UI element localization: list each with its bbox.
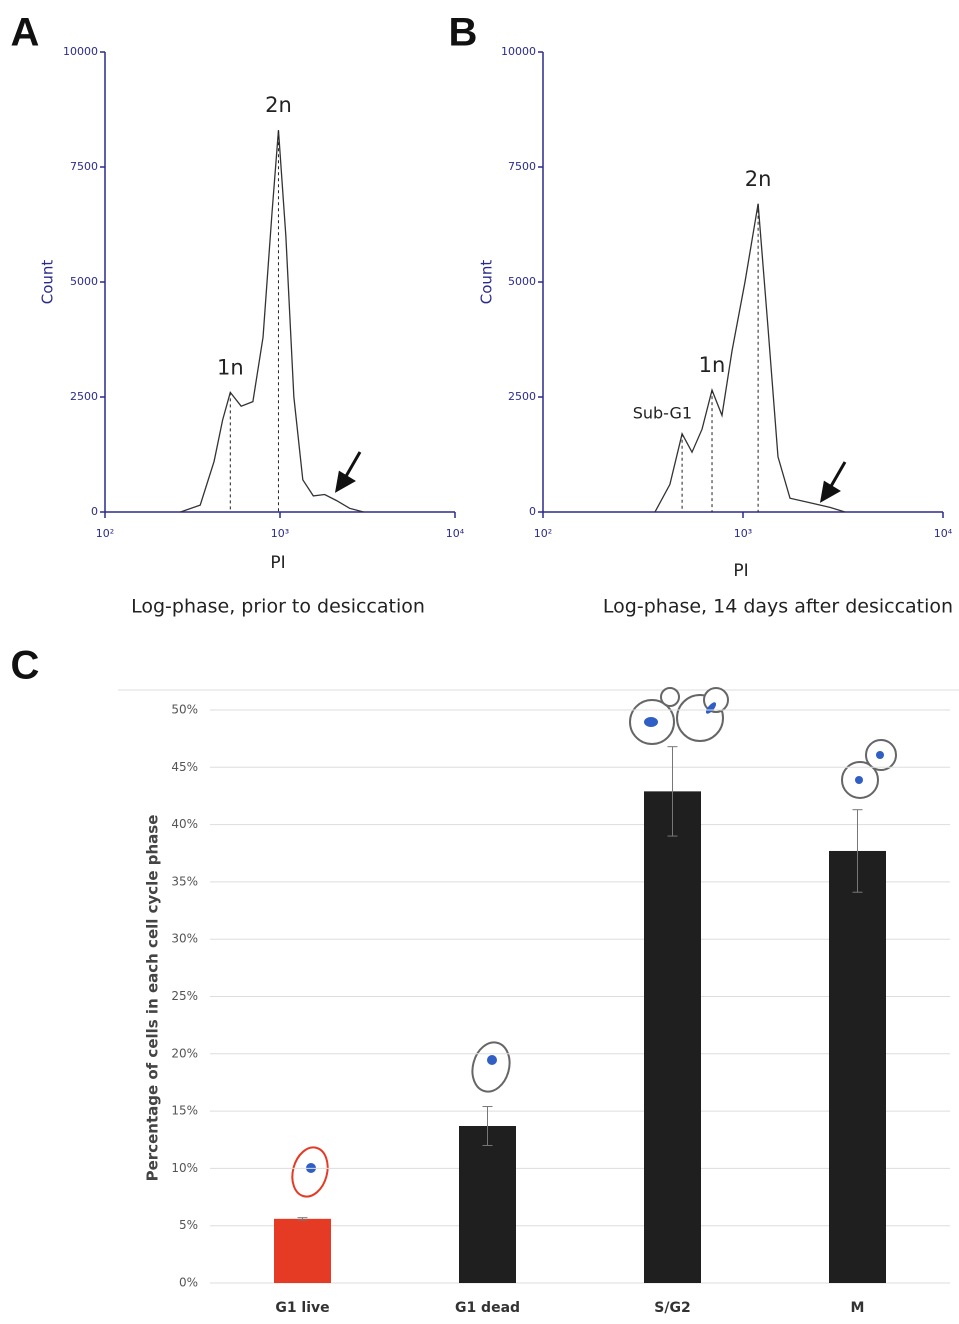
arrow: [343, 451, 362, 479]
nucleus: [855, 776, 863, 784]
arrows: [334, 451, 847, 503]
y-tick-label: 7500: [508, 160, 536, 173]
cell-icon: [676, 694, 724, 742]
cell-icon: [629, 699, 675, 745]
y-axis-label: Count: [39, 260, 57, 305]
y-tick-label: 10%: [171, 1161, 198, 1175]
x-tick-label: M: [851, 1300, 865, 1316]
x-tick-label: 10³: [271, 527, 289, 540]
nucleus: [644, 717, 658, 727]
panel-letter: A: [11, 11, 40, 55]
y-tick-label: 5%: [179, 1218, 198, 1232]
x-tick-label: G1 live: [275, 1300, 329, 1316]
histogram-line: [654, 203, 846, 513]
bar: [829, 850, 886, 1283]
bar: [644, 791, 701, 1283]
y-tick-label: 5000: [508, 275, 536, 288]
x-axis-label: PI: [733, 561, 748, 581]
histogram-line: [180, 130, 364, 513]
y-tick-label: 0: [91, 505, 98, 518]
y-tick-label: 0: [529, 505, 536, 518]
y-tick-label: 5000: [70, 275, 98, 288]
y-tick-label: 0%: [179, 1276, 198, 1290]
arrow: [828, 461, 847, 489]
nucleus: [487, 1055, 497, 1065]
x-axis-label: PI: [270, 553, 285, 573]
x-tick-label: 10³: [734, 527, 752, 540]
caption: Log-phase, prior to desiccation: [131, 596, 425, 618]
bar: [274, 1218, 331, 1283]
peak-label: 1n: [217, 355, 244, 379]
peak-label: 1n: [699, 353, 726, 377]
y-axis-label: Percentage of cells in each cell cycle p…: [144, 815, 162, 1182]
y-tick-label: 7500: [70, 160, 98, 173]
y-tick-label: 30%: [171, 932, 198, 946]
arrow-head: [819, 480, 841, 503]
y-tick-label: 20%: [171, 1046, 198, 1060]
y-tick-label: 25%: [171, 989, 198, 1003]
nucleus: [876, 751, 884, 759]
y-tick-label: 2500: [70, 390, 98, 403]
cell-icons: [291, 687, 897, 1198]
peak-label: 2n: [265, 93, 292, 117]
x-tick-label: G1 dead: [455, 1300, 520, 1316]
x-tick-label: 10⁴: [934, 527, 953, 540]
cell-bud: [660, 687, 680, 707]
cell-icon: [291, 1146, 329, 1198]
bar: [459, 1125, 516, 1283]
nucleus: [705, 702, 717, 714]
x-tick-label: 10⁴: [446, 527, 465, 540]
peak-label: 2n: [745, 167, 772, 191]
y-tick-label: 35%: [171, 874, 198, 888]
y-tick-label: 40%: [171, 817, 198, 831]
cell-icon: [471, 1041, 511, 1093]
cell-icon: [841, 761, 879, 799]
y-tick-label: 15%: [171, 1104, 198, 1118]
arrow-head: [334, 470, 356, 493]
peak-label: Sub-G1: [633, 403, 692, 422]
y-tick-label: 45%: [171, 760, 198, 774]
x-tick-label: S/G2: [654, 1300, 690, 1316]
caption: Log-phase, 14 days after desiccation: [603, 596, 953, 618]
y-tick-label: 10000: [501, 45, 536, 58]
y-tick-label: 50%: [171, 703, 198, 717]
panel-letter: C: [11, 644, 40, 688]
x-tick-label: 10²: [534, 527, 552, 540]
panel-letter: B: [449, 11, 478, 55]
x-tick-label: 10²: [96, 527, 114, 540]
y-axis-label: Count: [478, 260, 496, 305]
y-tick-label: 2500: [508, 390, 536, 403]
y-tick-label: 10000: [63, 45, 98, 58]
